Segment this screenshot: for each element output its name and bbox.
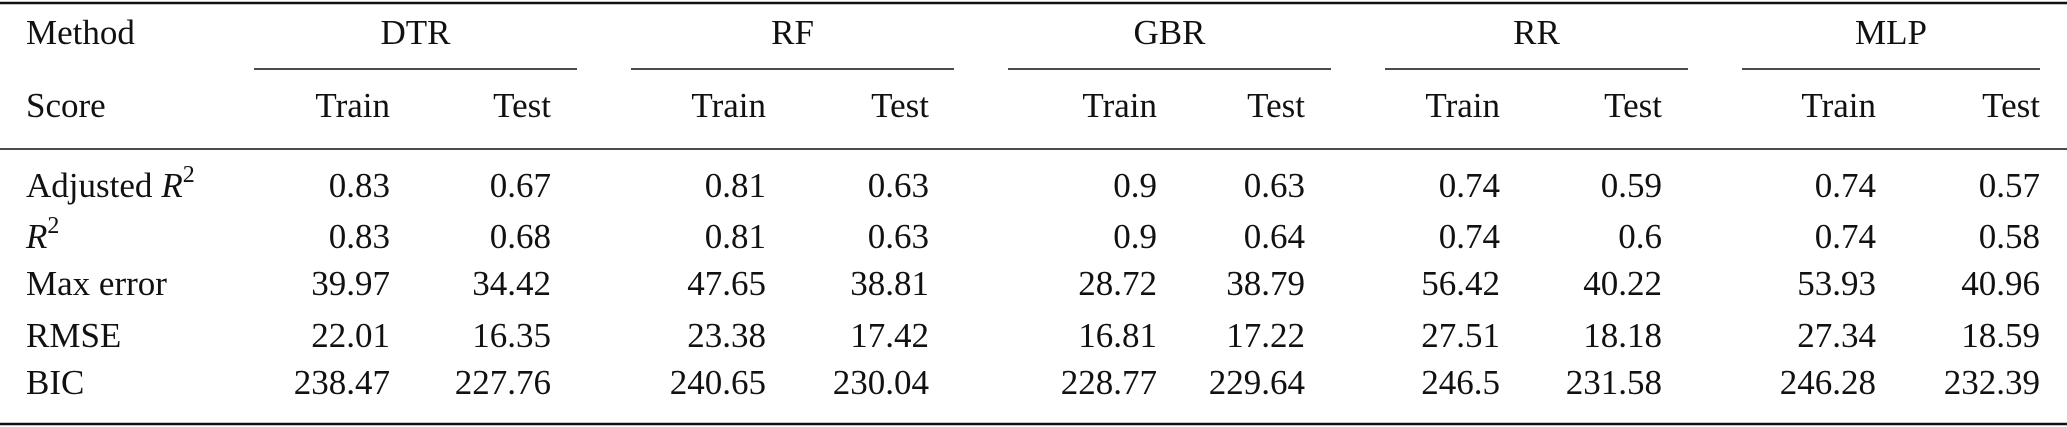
cell-value: 0.63 <box>1244 166 1305 205</box>
cell-value: 17.22 <box>1226 316 1305 355</box>
label-symbol: R <box>25 217 47 256</box>
subcol-header: Test <box>1982 86 2040 125</box>
cell-value: 34.42 <box>472 264 551 303</box>
subcol-header: Test <box>871 86 929 125</box>
subcol-header: Test <box>1604 86 1662 125</box>
subcol-header: Train <box>1425 86 1500 125</box>
subcol-header: Train <box>1082 86 1157 125</box>
cell-value: 0.57 <box>1979 166 2040 205</box>
cell-value: 18.59 <box>1961 316 2040 355</box>
cell-value: 240.65 <box>670 363 766 402</box>
cell-value: 246.28 <box>1780 363 1876 402</box>
label-text: Adjusted <box>26 166 153 205</box>
cell-value: 40.96 <box>1961 264 2040 303</box>
group-header: RF <box>771 13 814 52</box>
cell-value: 232.39 <box>1944 363 2040 402</box>
cell-value: 0.9 <box>1113 166 1157 205</box>
row-label: Adjusted R2 <box>26 162 195 206</box>
subcol-header: Train <box>315 86 390 125</box>
cell-value: 0.63 <box>868 166 929 205</box>
cell-value: 27.34 <box>1797 316 1876 355</box>
cell-value: 18.18 <box>1583 316 1662 355</box>
cell-value: 230.04 <box>833 363 929 402</box>
cell-value: 0.58 <box>1979 217 2040 256</box>
cell-value: 0.74 <box>1815 217 1876 256</box>
cell-value: 53.93 <box>1797 264 1876 303</box>
row-label: BIC <box>26 363 84 402</box>
cell-value: 0.6 <box>1618 217 1662 256</box>
cell-value: 229.64 <box>1209 363 1305 402</box>
group-header: DTR <box>381 13 452 52</box>
group-header: RR <box>1513 13 1560 52</box>
cell-value: 227.76 <box>455 363 551 402</box>
cell-value: 0.83 <box>329 217 390 256</box>
cell-value: 38.81 <box>850 264 929 303</box>
cell-value: 0.64 <box>1244 217 1305 256</box>
cell-value: 22.01 <box>311 316 390 355</box>
label-superscript: 2 <box>183 162 195 188</box>
cell-value: 238.47 <box>294 363 390 402</box>
subcol-header: Train <box>1801 86 1876 125</box>
label-superscript: 2 <box>47 213 59 239</box>
cell-value: 0.74 <box>1439 217 1500 256</box>
group-header: GBR <box>1134 13 1207 52</box>
score-header: Score <box>26 86 106 125</box>
cell-value: 0.74 <box>1815 166 1876 205</box>
cell-value: 0.74 <box>1439 166 1500 205</box>
cell-value: 0.9 <box>1113 217 1157 256</box>
subcol-header: Test <box>1247 86 1305 125</box>
cell-value: 0.83 <box>329 166 390 205</box>
cell-value: 0.68 <box>490 217 551 256</box>
cell-value: 56.42 <box>1421 264 1500 303</box>
subcol-header: Train <box>691 86 766 125</box>
cell-value: 16.81 <box>1078 316 1157 355</box>
subcol-header: Test <box>493 86 551 125</box>
cell-value: 27.51 <box>1421 316 1500 355</box>
method-header: Method <box>26 13 135 52</box>
cell-value: 231.58 <box>1566 363 1662 402</box>
cell-value: 246.5 <box>1421 363 1500 402</box>
cell-value: 28.72 <box>1078 264 1157 303</box>
cell-value: 47.65 <box>687 264 766 303</box>
cell-value: 38.79 <box>1226 264 1305 303</box>
group-header: MLP <box>1855 13 1927 52</box>
row-label: Max error <box>26 264 167 303</box>
cell-value: 40.22 <box>1583 264 1662 303</box>
cell-value: 17.42 <box>850 316 929 355</box>
cell-value: 228.77 <box>1061 363 1157 402</box>
cell-value: 0.63 <box>868 217 929 256</box>
row-label: RMSE <box>26 316 121 355</box>
cell-value: 23.38 <box>687 316 766 355</box>
cell-value: 0.67 <box>490 166 551 205</box>
cell-value: 0.59 <box>1601 166 1662 205</box>
row-label: R2 <box>25 213 59 257</box>
cell-value: 16.35 <box>472 316 551 355</box>
cell-value: 0.81 <box>705 217 766 256</box>
cell-value: 0.81 <box>705 166 766 205</box>
label-symbol: R <box>160 166 182 205</box>
cell-value: 39.97 <box>311 264 390 303</box>
